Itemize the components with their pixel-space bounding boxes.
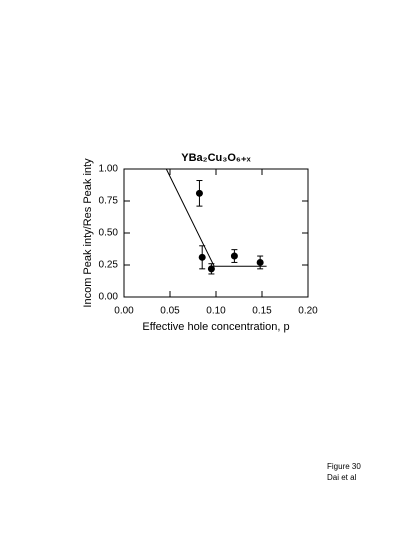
y-tick-label: 0.00 (99, 292, 119, 303)
x-tick-label: 0.00 (114, 306, 134, 317)
y-tick-label: 0.25 (99, 260, 119, 271)
y-tick-label: 1.00 (99, 164, 119, 175)
x-tick-label: 0.10 (206, 306, 226, 317)
x-tick-label: 0.20 (298, 306, 318, 317)
x-axis-label: Effective hole concentration, p (142, 321, 289, 333)
y-tick-label: 0.50 (99, 228, 119, 239)
caption: Dai et al (327, 473, 357, 482)
caption: Figure 30 (327, 462, 361, 471)
data-point (195, 189, 203, 197)
y-axis-label: Incom Peak inty/Res Peak inty (82, 158, 94, 308)
chart-title: YBa₂Cu₃O₆₊ₓ (181, 152, 251, 164)
plot-frame (123, 168, 309, 298)
y-tick-label: 0.75 (99, 196, 119, 207)
data-point (230, 252, 238, 260)
x-tick-label: 0.05 (160, 306, 180, 317)
x-tick-label: 0.15 (252, 306, 272, 317)
data-point (207, 265, 215, 273)
fit-line (165, 168, 267, 267)
data-point (256, 258, 264, 266)
data-point (198, 253, 206, 261)
